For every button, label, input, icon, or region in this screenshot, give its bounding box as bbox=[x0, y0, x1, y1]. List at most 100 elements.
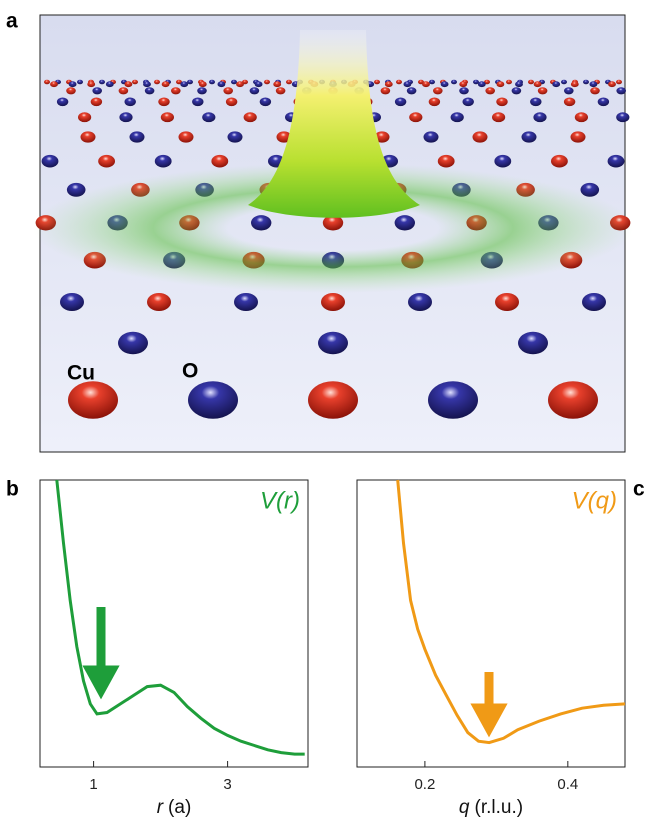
atom bbox=[406, 87, 417, 95]
atom bbox=[78, 112, 92, 123]
atom bbox=[533, 81, 542, 88]
atom bbox=[582, 293, 606, 311]
atom bbox=[160, 112, 174, 123]
atom bbox=[105, 81, 114, 88]
atom bbox=[616, 87, 626, 95]
cone bbox=[248, 30, 420, 218]
atom bbox=[144, 87, 155, 95]
atom bbox=[429, 79, 435, 85]
atom bbox=[459, 87, 469, 95]
curve bbox=[396, 479, 626, 745]
atom bbox=[506, 79, 512, 85]
atom bbox=[374, 131, 390, 143]
atom bbox=[462, 97, 474, 107]
atom bbox=[384, 81, 393, 88]
atom bbox=[616, 112, 630, 123]
atom bbox=[551, 154, 568, 168]
atom bbox=[433, 87, 443, 95]
atom bbox=[440, 81, 449, 88]
atom bbox=[608, 81, 616, 88]
atom bbox=[437, 154, 455, 168]
atom bbox=[380, 87, 391, 95]
atom bbox=[423, 131, 439, 143]
atom bbox=[484, 79, 490, 85]
x-label-unit: (r.l.u.) bbox=[475, 797, 524, 818]
atom bbox=[60, 293, 84, 311]
plot-frame bbox=[39, 479, 309, 768]
atom bbox=[80, 131, 96, 143]
atom bbox=[176, 79, 182, 85]
atom bbox=[428, 97, 441, 107]
atom bbox=[198, 81, 207, 88]
atom bbox=[234, 293, 258, 311]
atom bbox=[273, 81, 282, 88]
atom bbox=[450, 112, 464, 123]
atom bbox=[92, 87, 102, 95]
x-tick-label: 0.4 bbox=[557, 776, 578, 793]
atom bbox=[589, 81, 598, 88]
curve bbox=[55, 479, 305, 756]
atom bbox=[308, 381, 358, 419]
atom bbox=[473, 79, 479, 85]
atom bbox=[211, 154, 229, 168]
panel-label: b bbox=[6, 478, 19, 501]
atom bbox=[396, 79, 402, 85]
arrow bbox=[470, 672, 508, 738]
atom bbox=[492, 112, 506, 123]
atom bbox=[90, 97, 103, 107]
atom bbox=[518, 331, 548, 355]
atom bbox=[44, 79, 50, 85]
atom bbox=[98, 154, 115, 168]
atom bbox=[548, 381, 598, 419]
atom bbox=[202, 112, 216, 123]
atom bbox=[124, 97, 136, 107]
atom bbox=[318, 331, 348, 355]
atom bbox=[459, 81, 468, 88]
atom bbox=[428, 381, 478, 419]
atom bbox=[50, 81, 58, 88]
x-axis-label: r (a) bbox=[157, 797, 192, 818]
atom bbox=[118, 331, 148, 355]
atom bbox=[119, 112, 133, 123]
atom bbox=[564, 87, 574, 95]
atom bbox=[68, 81, 77, 88]
atom bbox=[161, 81, 170, 88]
atom bbox=[77, 79, 83, 85]
chart-title: V(r) bbox=[260, 487, 300, 514]
atom bbox=[521, 131, 537, 143]
atom bbox=[209, 79, 215, 85]
atom bbox=[143, 81, 151, 88]
atom bbox=[494, 154, 512, 168]
atom bbox=[408, 293, 432, 311]
x-tick-label: 1 bbox=[89, 776, 97, 793]
atom bbox=[188, 381, 238, 419]
atom bbox=[225, 97, 238, 107]
atom bbox=[451, 79, 457, 85]
atom bbox=[223, 87, 233, 95]
atom bbox=[607, 154, 625, 168]
atom bbox=[422, 81, 430, 88]
atom bbox=[374, 79, 380, 85]
atom bbox=[254, 81, 263, 88]
arrow bbox=[82, 607, 120, 700]
plot-frame bbox=[356, 479, 626, 768]
atom bbox=[129, 131, 145, 143]
o-label: O bbox=[182, 360, 198, 383]
atom bbox=[217, 81, 226, 88]
atom bbox=[259, 97, 272, 107]
atom bbox=[530, 97, 542, 107]
atom bbox=[409, 112, 423, 123]
atom bbox=[528, 79, 534, 85]
atom bbox=[227, 131, 243, 143]
atom bbox=[533, 112, 547, 123]
panel-label: c bbox=[633, 478, 645, 501]
x-axis-label: q (r.l.u.) bbox=[459, 797, 523, 818]
atom bbox=[197, 87, 207, 95]
atom bbox=[403, 81, 412, 88]
atom bbox=[472, 131, 488, 143]
atom bbox=[496, 97, 508, 107]
atom bbox=[132, 79, 138, 85]
atom bbox=[321, 293, 345, 311]
atom bbox=[394, 97, 407, 107]
atom bbox=[192, 97, 204, 107]
